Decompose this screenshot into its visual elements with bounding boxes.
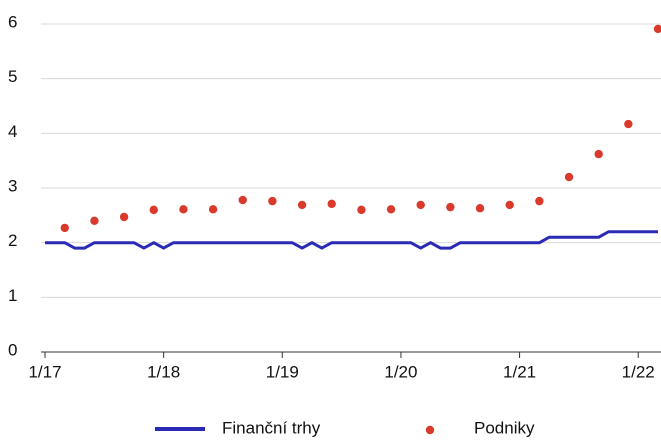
y-tick-label: 3 xyxy=(8,176,17,195)
x-tick-label: 1/18 xyxy=(147,362,180,381)
scatter-point xyxy=(119,212,129,222)
legend-label: Finanční trhy xyxy=(222,418,321,437)
x-tick-label: 1/21 xyxy=(503,362,536,381)
scatter-point xyxy=(208,205,218,214)
scatter-point xyxy=(327,199,336,209)
scatter-point xyxy=(564,172,574,182)
scatter-point xyxy=(357,205,366,215)
scatter-point xyxy=(386,205,396,214)
legend-label: Podniky xyxy=(474,418,535,437)
scatter-point xyxy=(624,119,633,129)
scatter-point xyxy=(505,200,514,210)
scatter-point xyxy=(446,202,455,212)
scatter-point xyxy=(297,200,307,210)
scatter-point xyxy=(90,216,99,225)
x-tick-label: 1/22 xyxy=(622,362,655,381)
scatter-point xyxy=(594,149,603,159)
scatter-point xyxy=(268,196,277,206)
scatter-point xyxy=(238,195,247,205)
y-tick-label: 4 xyxy=(8,122,17,141)
scatter-point xyxy=(653,24,661,34)
x-tick-label: 1/17 xyxy=(28,362,61,381)
y-tick-label: 0 xyxy=(8,340,17,359)
legend-swatch xyxy=(425,425,435,435)
scatter-point xyxy=(149,205,158,215)
scatter-point xyxy=(535,196,544,206)
y-tick-label: 2 xyxy=(8,231,17,250)
scatter-point xyxy=(475,204,485,213)
y-tick-label: 5 xyxy=(8,67,17,86)
x-tick-label: 1/20 xyxy=(384,362,417,381)
x-tick-label: 1/19 xyxy=(266,362,299,381)
y-tick-label: 1 xyxy=(8,286,17,305)
y-tick-label: 6 xyxy=(8,12,17,31)
line-series xyxy=(45,230,658,250)
scatter-point xyxy=(60,223,69,233)
scatter-point xyxy=(179,205,188,214)
scatter-point xyxy=(416,200,425,210)
